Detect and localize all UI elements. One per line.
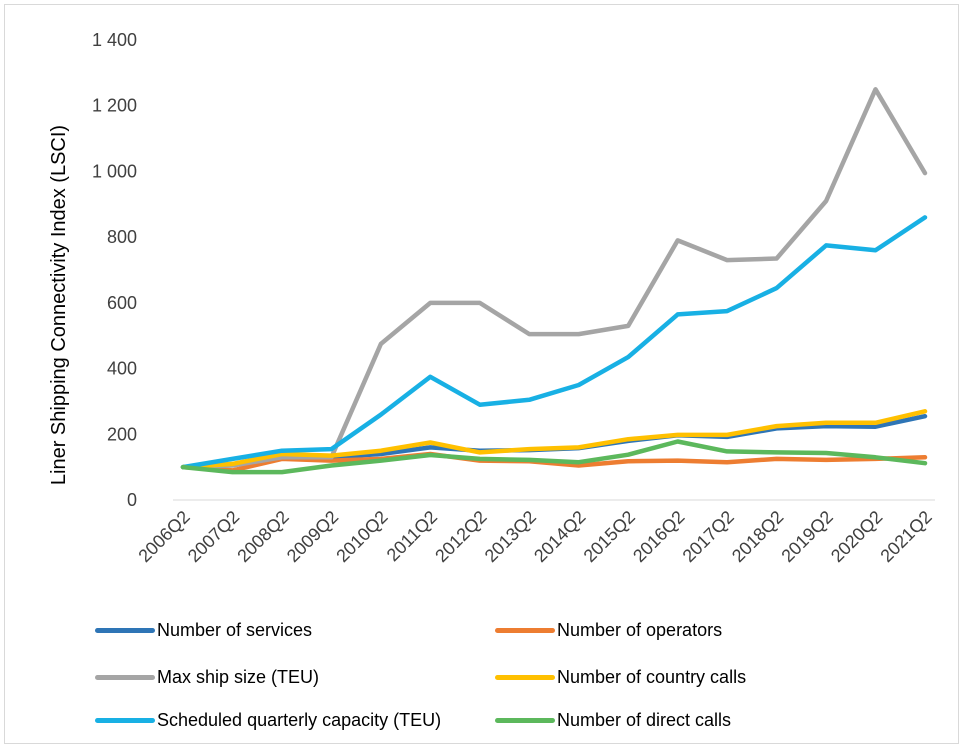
legend-swatch — [495, 674, 555, 680]
legend-label: Number of country calls — [557, 666, 747, 687]
x-tick-label: 2010Q2 — [332, 507, 391, 566]
legend-item: Number of direct calls — [495, 708, 731, 732]
y-tick-label: 600 — [107, 293, 137, 313]
legend-label: Number of operators — [557, 619, 723, 640]
legend-item: Number of country calls — [495, 665, 746, 689]
y-ticks: 0 200 400 600 800 1 000 1 200 1 400 — [92, 30, 137, 510]
x-tick-label: 2014Q2 — [530, 507, 589, 566]
chart-svg: Liner Shipping Connectivity Index (LSCI)… — [48, 30, 936, 566]
y-tick-label: 200 — [107, 424, 137, 444]
x-tick-label: 2013Q2 — [481, 507, 540, 566]
x-tick-label: 2019Q2 — [777, 507, 836, 566]
x-tick-label: 2015Q2 — [580, 507, 639, 566]
series-line-5 — [180, 439, 928, 475]
series-line-4 — [180, 215, 928, 470]
legend-item: Number of services — [95, 618, 312, 642]
x-tick-label: 2018Q2 — [728, 507, 787, 566]
series-line-2 — [180, 87, 928, 470]
legend-swatch — [95, 717, 155, 723]
chart-frame: Liner Shipping Connectivity Index (LSCI)… — [4, 4, 959, 744]
x-tick-label: 2020Q2 — [827, 507, 886, 566]
legend-swatch — [95, 627, 155, 633]
x-tick-label: 2012Q2 — [431, 507, 490, 566]
x-tick-label: 2007Q2 — [184, 507, 243, 566]
legend-label: Number of direct calls — [557, 709, 732, 730]
x-tick-label: 2006Q2 — [134, 507, 193, 566]
legend-label: Scheduled quarterly capacity (TEU) — [157, 709, 442, 730]
x-tick-label: 2021Q2 — [876, 507, 935, 566]
legend-item: Scheduled quarterly capacity (TEU) — [95, 708, 441, 732]
y-tick-label: 400 — [107, 359, 137, 379]
legend-label: Number of services — [157, 619, 313, 640]
legend-item: Number of operators — [495, 618, 722, 642]
series-line-1 — [180, 451, 928, 473]
legend-item: Max ship size (TEU) — [95, 665, 319, 689]
legend-label: Max ship size (TEU) — [157, 666, 320, 687]
x-tick-label: 2016Q2 — [629, 507, 688, 566]
x-ticks: 2006Q22007Q22008Q22009Q22010Q22011Q22012… — [134, 507, 935, 566]
series-lines — [180, 87, 928, 475]
y-tick-label: 1 000 — [92, 161, 137, 181]
y-tick-label: 1 400 — [92, 30, 137, 50]
x-tick-label: 2008Q2 — [233, 507, 292, 566]
y-tick-label: 1 200 — [92, 96, 137, 116]
legend-swatch — [495, 627, 555, 633]
x-tick-label: 2011Q2 — [383, 507, 441, 565]
series-line-3 — [180, 409, 928, 470]
y-axis-label: Liner Shipping Connectivity Index (LSCI) — [48, 125, 70, 485]
legend-swatch — [495, 717, 555, 723]
legend-swatch — [95, 674, 155, 680]
y-tick-label: 0 — [127, 490, 137, 510]
x-tick-label: 2009Q2 — [283, 507, 342, 566]
y-tick-label: 800 — [107, 227, 137, 247]
x-tick-label: 2017Q2 — [679, 507, 738, 566]
